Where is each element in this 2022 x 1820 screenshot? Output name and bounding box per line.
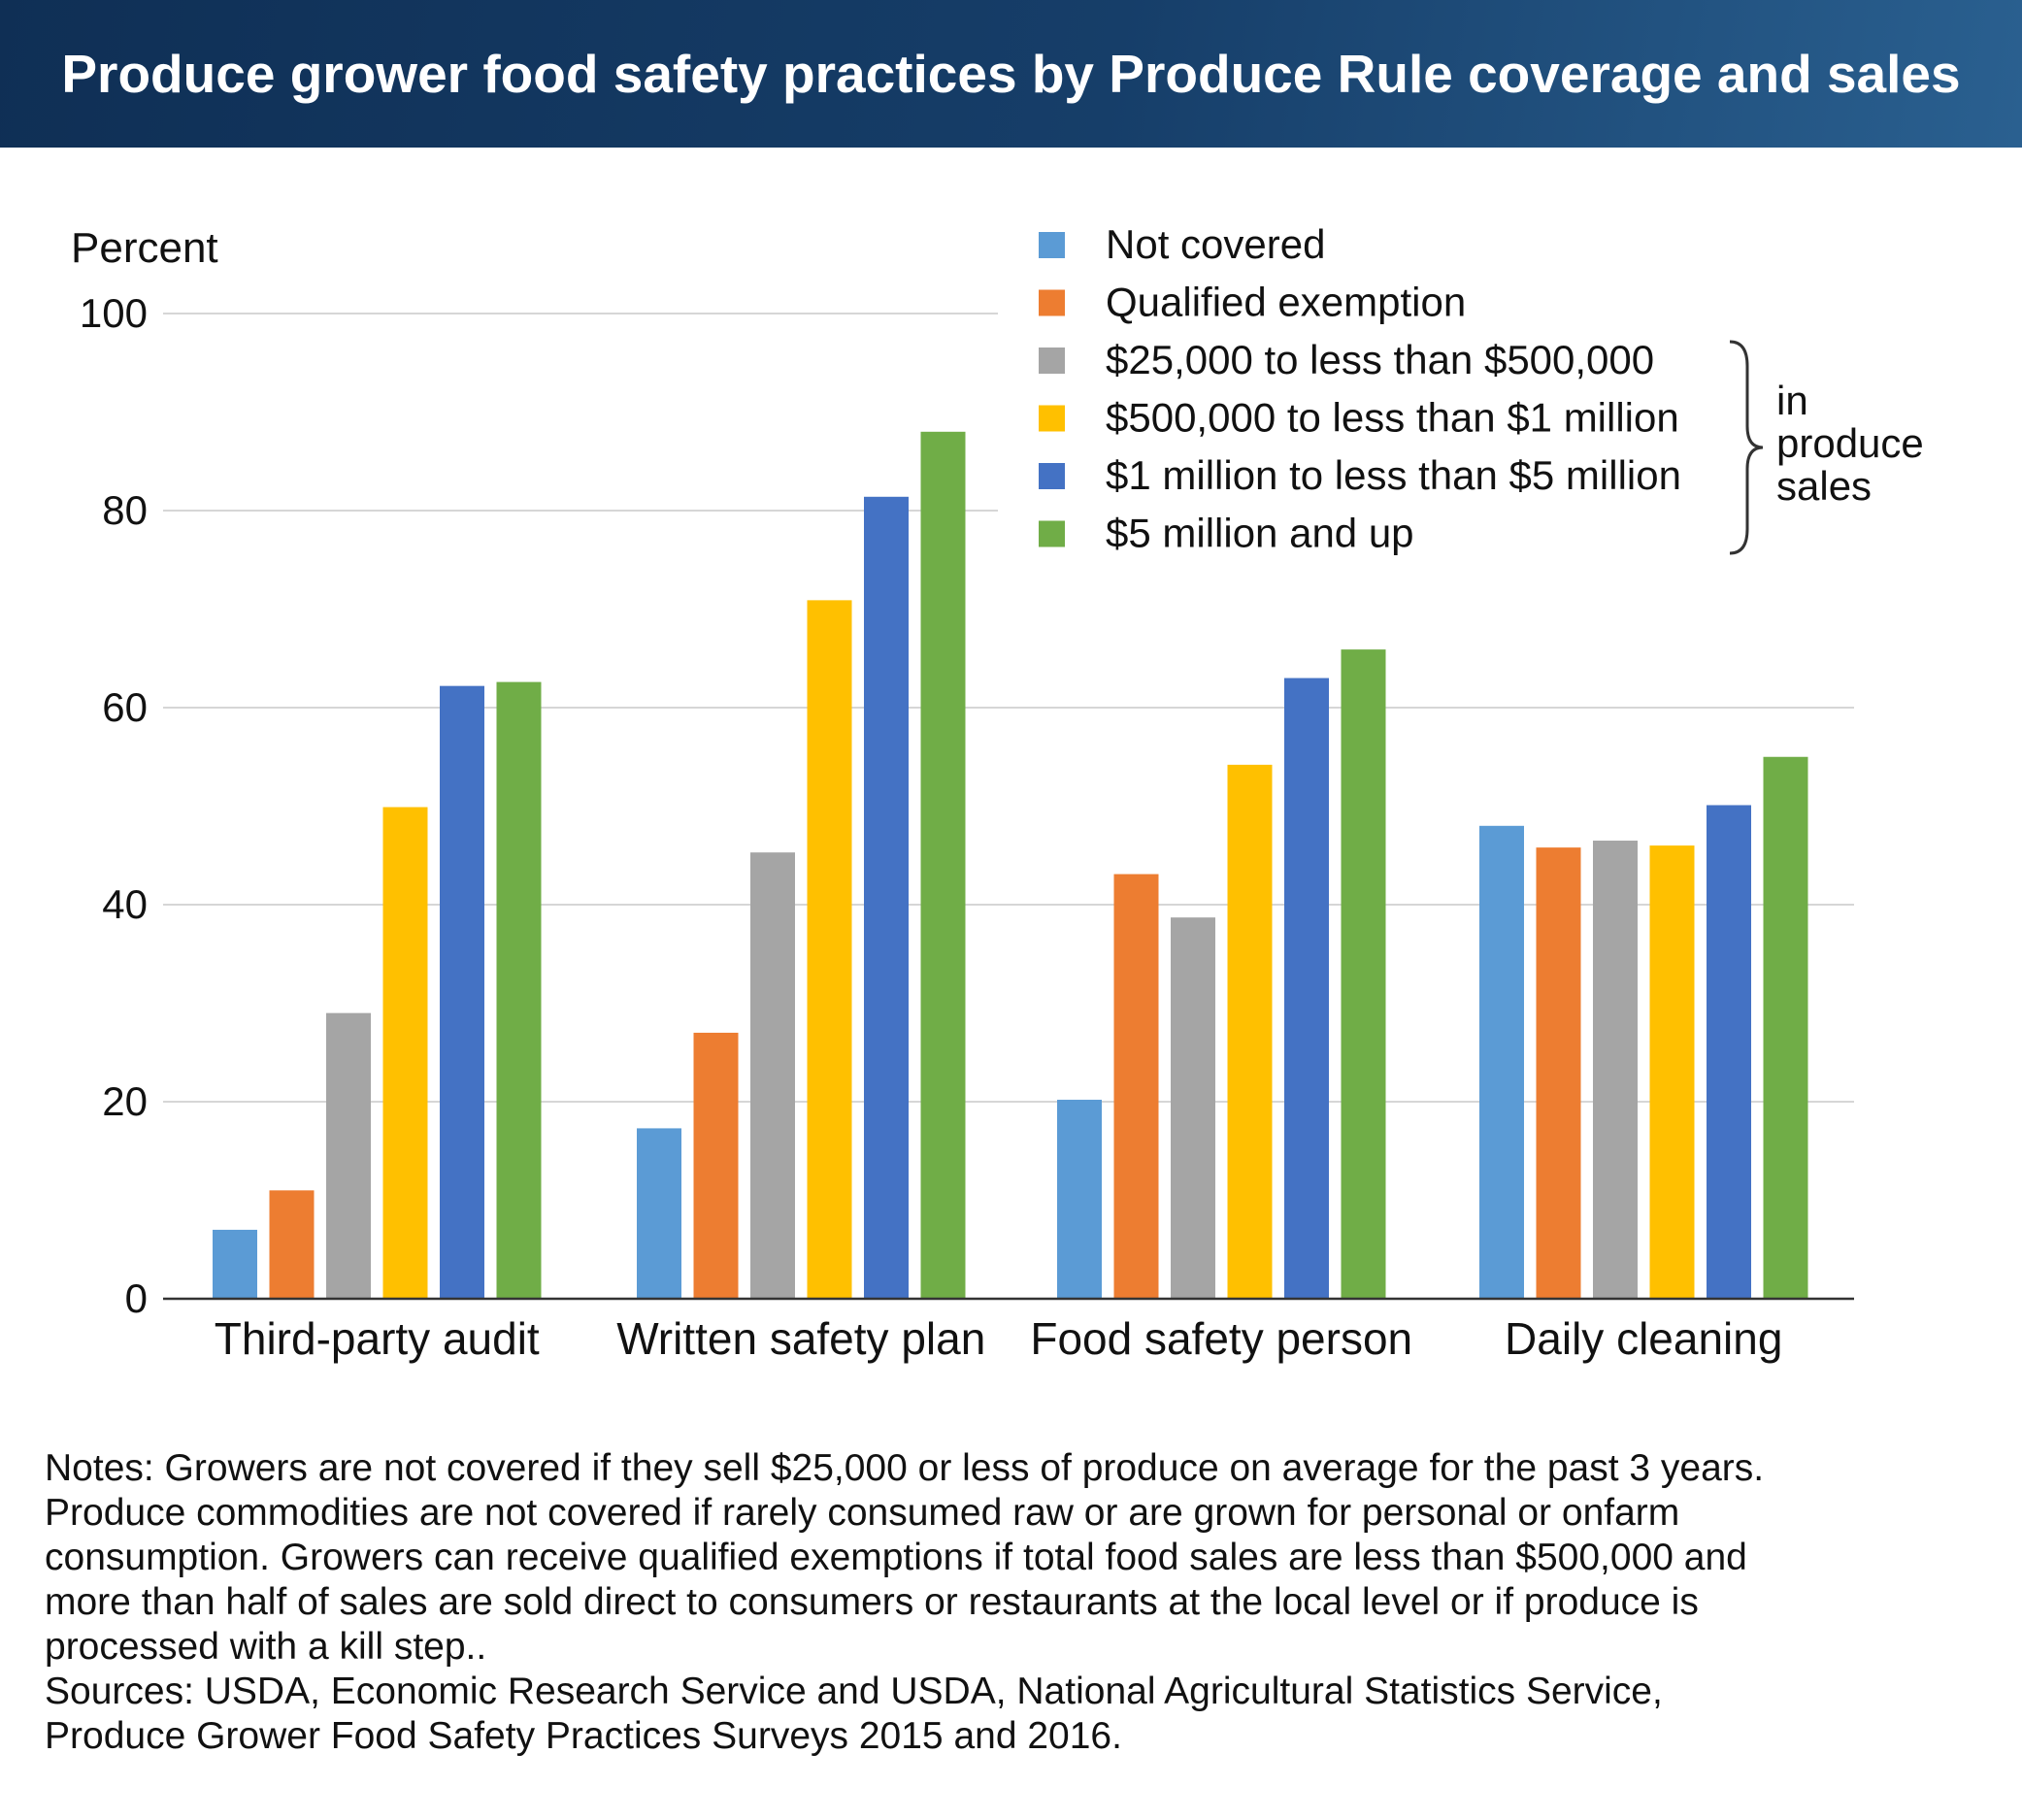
sources-line: Sources: USDA, Economic Research Service… (45, 1671, 1663, 1712)
bracket-label-line: produce (1776, 420, 1924, 466)
bar (213, 1229, 257, 1299)
bracket-label-line: in (1776, 378, 1808, 423)
bar (1113, 874, 1159, 1299)
note-line: more than half of sales are sold direct … (45, 1581, 1699, 1623)
y-axis-label: Percent (71, 224, 218, 272)
legend-swatch (1039, 520, 1065, 547)
x-category-label: Food safety person (1030, 1313, 1412, 1364)
legend-swatch (1039, 232, 1065, 258)
bar (326, 1012, 371, 1299)
bar (382, 807, 428, 1299)
bar (693, 1032, 739, 1299)
legend-label: $25,000 to less than $500,000 (1106, 337, 1654, 382)
legend-label: Not covered (1106, 221, 1325, 267)
bracket-label-line: sales (1776, 463, 1872, 509)
bar (440, 685, 484, 1299)
legend-swatch (1039, 405, 1065, 432)
legend-swatch (1039, 463, 1065, 489)
note-line: Notes: Growers are not covered if they s… (45, 1447, 1765, 1489)
y-tick-label: 0 (125, 1275, 148, 1321)
y-tick-label: 100 (80, 290, 148, 336)
y-tick-label: 60 (102, 684, 148, 730)
bar (1593, 841, 1638, 1299)
chart-title: Produce grower food safety practices by … (61, 44, 1961, 104)
bar (496, 681, 542, 1299)
bar-chart: 0 20 40 60 80 100 Percent Third-party audit Writ… (71, 221, 1924, 1364)
y-tick-label: 40 (102, 881, 148, 927)
bar (1341, 649, 1386, 1299)
legend-label: $1 million to less than $5 million (1106, 452, 1681, 498)
bar (1057, 1099, 1102, 1299)
note-line: consumption. Growers can receive qualifi… (45, 1537, 1747, 1578)
legend-swatch (1039, 289, 1065, 316)
bar (1227, 764, 1273, 1299)
notes-block: Notes: Growers are not covered if they s… (45, 1446, 1986, 1759)
bar (864, 496, 909, 1299)
note-line: processed with a kill step.. (45, 1626, 487, 1668)
x-category-label: Daily cleaning (1505, 1313, 1782, 1364)
sources-line: Produce Grower Food Safety Practices Sur… (45, 1715, 1122, 1757)
bar (1536, 847, 1581, 1299)
legend-label: Qualified exemption (1106, 280, 1466, 325)
bar (269, 1190, 315, 1299)
bar (1649, 845, 1695, 1299)
y-tick-label: 80 (102, 487, 148, 533)
legend-bracket (1729, 340, 1764, 555)
bar (1707, 805, 1751, 1299)
legend-label: $5 million and up (1106, 511, 1414, 556)
note-line: Produce commodities are not covered if r… (45, 1492, 1680, 1534)
bar (1479, 825, 1524, 1299)
x-category-label: Third-party audit (215, 1313, 540, 1364)
bar (807, 600, 852, 1299)
bar (920, 431, 966, 1299)
y-tick-label: 20 (102, 1078, 148, 1124)
header-banner: Produce grower food safety practices by … (0, 0, 2022, 148)
bar (1284, 678, 1329, 1299)
bar (1171, 917, 1215, 1299)
bar (1763, 756, 1808, 1299)
legend-label: $500,000 to less than $1 million (1106, 395, 1679, 441)
bar (637, 1128, 681, 1299)
legend-swatch (1039, 347, 1065, 374)
bar (750, 852, 795, 1299)
x-category-label: Written safety plan (616, 1313, 985, 1364)
